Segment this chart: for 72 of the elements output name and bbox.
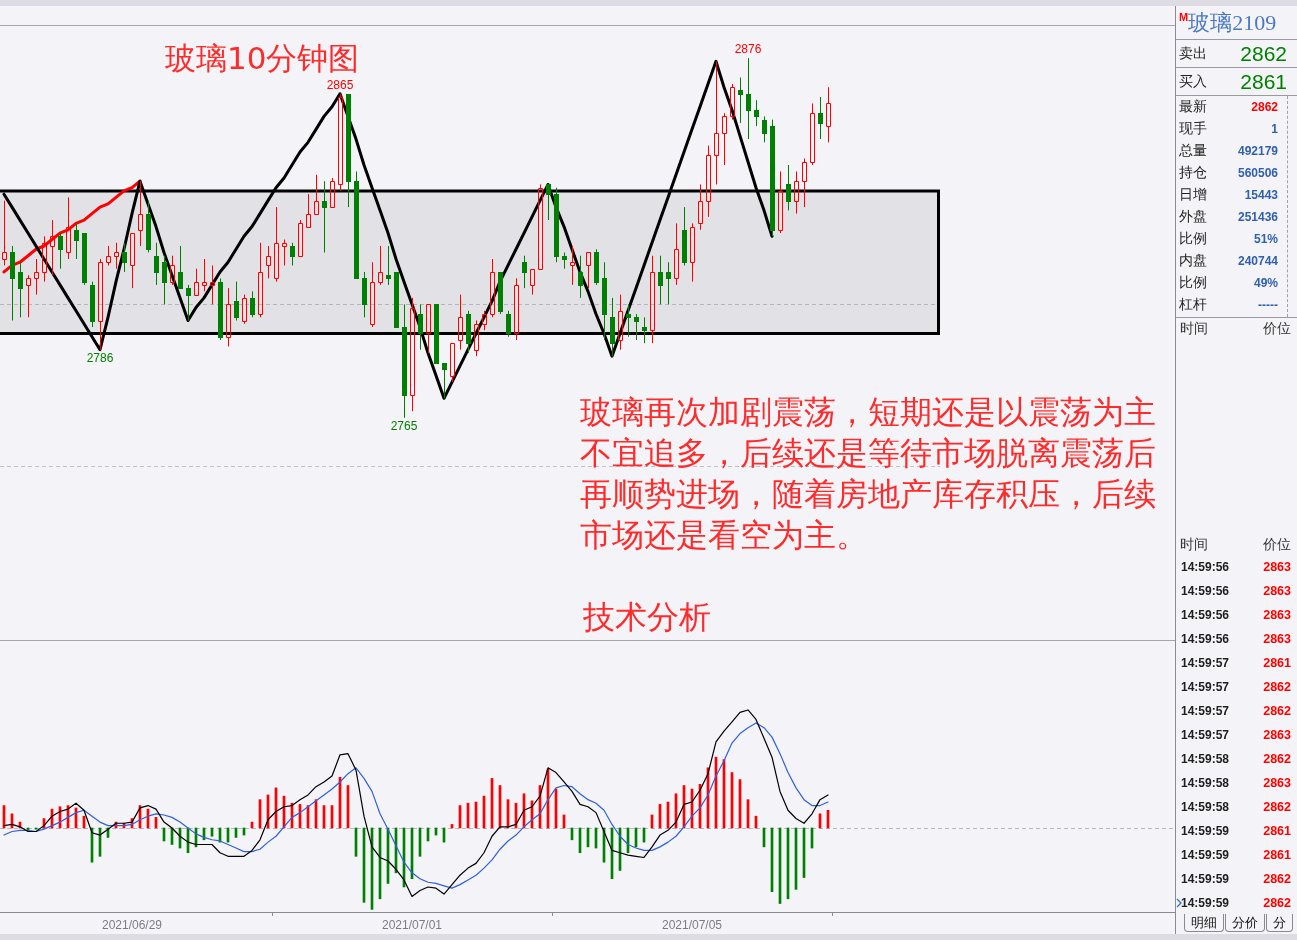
annotation: 2876: [734, 42, 762, 57]
data-label: 2862: [1263, 896, 1291, 910]
data-label: 2863: [1263, 584, 1291, 598]
data-label: 2863: [1263, 776, 1291, 790]
text: 2862: [1240, 41, 1287, 65]
category-label: 比例: [1179, 274, 1207, 292]
y-tick-label: 14:59:56: [1181, 560, 1230, 574]
y-tick-label: 14:59:56: [1181, 584, 1230, 598]
y-tick-label: 14:59:59: [1181, 872, 1230, 886]
y-tick-label: 14:59:56: [1181, 632, 1230, 646]
y-tick-label: 14:59:57: [1181, 704, 1230, 718]
data-label: 2863: [1263, 608, 1291, 622]
category-label: 内盘: [1179, 252, 1207, 270]
data-label: 2862: [1263, 752, 1291, 766]
text: 560506: [1237, 166, 1278, 180]
text: 240744: [1237, 254, 1278, 268]
text: 价位: [1263, 319, 1291, 338]
text: 2862: [1251, 100, 1278, 114]
text: 1: [1271, 122, 1278, 136]
category-label: 杠杆: [1179, 296, 1207, 314]
y-tick-label: 14:59:56: [1181, 608, 1230, 622]
text: 251436: [1237, 210, 1278, 224]
y-tick-label: 14:59:59: [1181, 896, 1230, 910]
annotation: 2765: [390, 419, 418, 434]
text: 明细: [1184, 914, 1224, 932]
annotation: 2865: [326, 78, 354, 93]
data-label: 2862: [1263, 680, 1291, 694]
annotation: 2786: [86, 351, 114, 366]
x-tick-label: 2021/07/05: [661, 917, 723, 932]
category-label: 最新: [1179, 98, 1207, 116]
y-tick-label: 14:59:59: [1181, 848, 1230, 862]
text: 49%: [1253, 276, 1278, 290]
y-tick-label: 14:59:58: [1181, 800, 1230, 814]
data-label: 2862: [1263, 800, 1291, 814]
text: 492179: [1237, 144, 1278, 158]
data-label: 2861: [1263, 848, 1291, 862]
data-label: 2861: [1263, 824, 1291, 838]
x-tick-label: 2021/06/29: [101, 917, 163, 932]
data-label: 2863: [1263, 728, 1291, 742]
data-label: 2863: [1263, 632, 1291, 646]
category-label: 持仓: [1179, 164, 1207, 182]
text: 15443: [1244, 188, 1278, 202]
annotation: 分: [1266, 914, 1293, 932]
category-label: 日增: [1179, 186, 1207, 204]
category-label: 卖出: [1179, 44, 1207, 63]
x-tick-label: 2021/07/01: [381, 917, 443, 932]
chart-title: 玻璃10分钟图: [165, 40, 360, 76]
category-label: 比例: [1179, 230, 1207, 248]
y-tick-label: 14:59:58: [1181, 752, 1230, 766]
annotation: 玻璃再次加剧震荡，短期还是以震荡为主不宜追多，后续还是等待市场脱离震荡后再顺势进场，随着房地产库存积压，后续市场还是看空为主。: [580, 392, 1157, 556]
text: -----: [1258, 298, 1278, 312]
text: M: [1179, 11, 1189, 23]
y-axis-title: 时间: [1180, 535, 1208, 554]
y-tick-label: 14:59:57: [1181, 656, 1230, 670]
y-tick-label: 14:59:57: [1181, 680, 1230, 694]
y-tick-label: 14:59:58: [1181, 776, 1230, 790]
data-label: 2863: [1263, 560, 1291, 574]
y-tick-label: 14:59:57: [1181, 728, 1230, 742]
data-label: 2862: [1263, 872, 1291, 886]
data-label: 2862: [1263, 704, 1291, 718]
text: 时间: [1180, 319, 1208, 338]
text: 51%: [1253, 232, 1278, 246]
annotation: 分价: [1225, 914, 1265, 932]
category-label: 现手: [1179, 120, 1207, 138]
text: 技术分析: [583, 597, 712, 638]
category-label: 总量: [1179, 142, 1207, 160]
text: 玻璃2109: [1188, 8, 1277, 37]
text: 2861: [1240, 69, 1287, 93]
data-label: 2861: [1263, 656, 1291, 670]
category-label: 买入: [1179, 72, 1207, 91]
y-tick-label: 14:59:59: [1181, 824, 1230, 838]
category-label: 外盘: [1179, 208, 1207, 226]
